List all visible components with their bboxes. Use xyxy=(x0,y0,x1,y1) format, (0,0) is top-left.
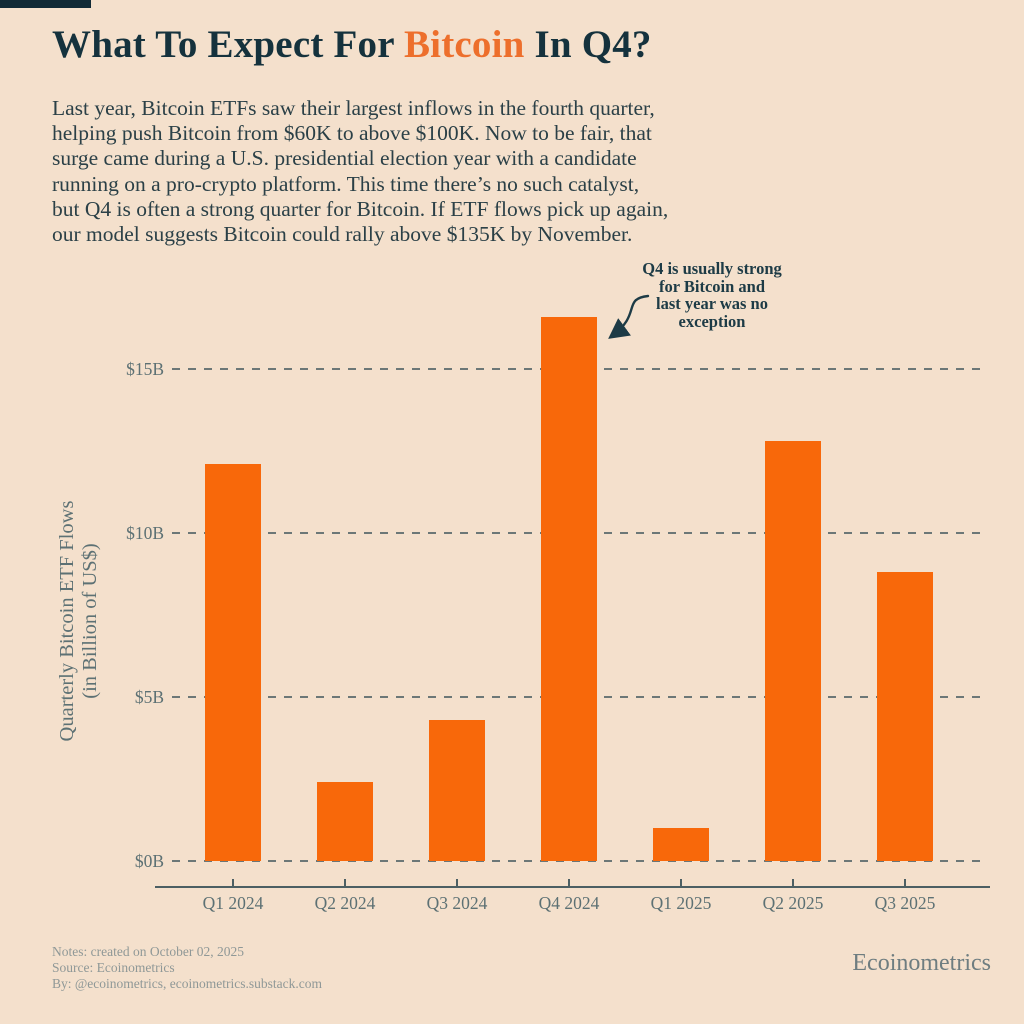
brand-logo-text: Ecoinometrics xyxy=(852,950,991,976)
y-tick-label-$10B: $10B xyxy=(126,523,164,543)
footer-note-source: Source: Ecoinometrics xyxy=(52,959,175,975)
bar-q1-2025 xyxy=(653,828,709,861)
x-tick-label-q2-2024: Q2 2024 xyxy=(314,893,376,913)
intro-line: Last year, Bitcoin ETFs saw their larges… xyxy=(52,96,655,120)
x-tick-q3-2024 xyxy=(456,879,458,886)
x-tick-q4-2024 xyxy=(568,879,570,886)
corner-accent-mark xyxy=(0,0,91,8)
x-tick-label-q3-2024: Q3 2024 xyxy=(426,893,488,913)
y-tick-label-$15B: $15B xyxy=(126,359,164,379)
chart-annotation-text: Q4 is usually strong for Bitcoin and las… xyxy=(642,259,782,331)
intro-line: running on a pro-crypto platform. This t… xyxy=(52,171,640,196)
intro-line: our model suggests Bitcoin could rally a… xyxy=(52,222,633,247)
y-tick-label-$5B: $5B xyxy=(134,687,164,707)
intro-line: helping push Bitcoin from $60K to above … xyxy=(52,121,652,146)
y-axis-title: Quarterly Bitcoin ETF Flows (in Billion … xyxy=(56,500,101,742)
x-tick-label-q1-2024: Q1 2024 xyxy=(202,893,264,913)
title-highlight-bitcoin: Bitcoin xyxy=(403,23,525,66)
footer-note-by: By: @ecoinometrics, ecoinometrics.substa… xyxy=(52,975,322,991)
x-tick-q2-2024 xyxy=(344,879,346,886)
x-tick-label-q4-2024: Q4 2024 xyxy=(538,893,600,913)
page-title: What To Expect For Bitcoin In Q4? xyxy=(52,22,652,67)
x-tick-q3-2025 xyxy=(904,879,906,886)
bar-q3-2025 xyxy=(877,572,933,861)
x-tick-q1-2025 xyxy=(680,879,682,886)
title-suffix: In Q4? xyxy=(524,23,652,66)
bar-q4-2024 xyxy=(541,316,597,861)
title-prefix: What To Expect For xyxy=(52,23,404,66)
x-axis-line xyxy=(155,886,990,888)
intro-line: surge came during a U.S. presidential el… xyxy=(52,146,637,171)
x-tick-label-q1-2025: Q1 2025 xyxy=(650,893,712,913)
intro-paragraph: Last year, Bitcoin ETFs saw their larges… xyxy=(52,96,668,247)
y-tick-label-$0B: $0B xyxy=(134,851,164,871)
bar-q2-2024 xyxy=(317,782,373,861)
bar-q3-2024 xyxy=(429,719,485,861)
gridline-$0B xyxy=(172,860,986,862)
footer-note-created: Notes: created on October 02, 2025 xyxy=(52,944,244,959)
x-tick-label-q2-2025: Q2 2025 xyxy=(762,893,824,913)
x-tick-label-q3-2025: Q3 2025 xyxy=(874,893,936,913)
bar-q1-2024 xyxy=(205,464,261,861)
x-tick-q1-2024 xyxy=(232,879,234,886)
intro-line: but Q4 is often a strong quarter for Bit… xyxy=(52,196,669,221)
bar-q2-2025 xyxy=(765,441,821,861)
x-tick-q2-2025 xyxy=(792,879,794,886)
footer-notes: Notes: created on October 02, 2025 Sourc… xyxy=(52,944,322,991)
